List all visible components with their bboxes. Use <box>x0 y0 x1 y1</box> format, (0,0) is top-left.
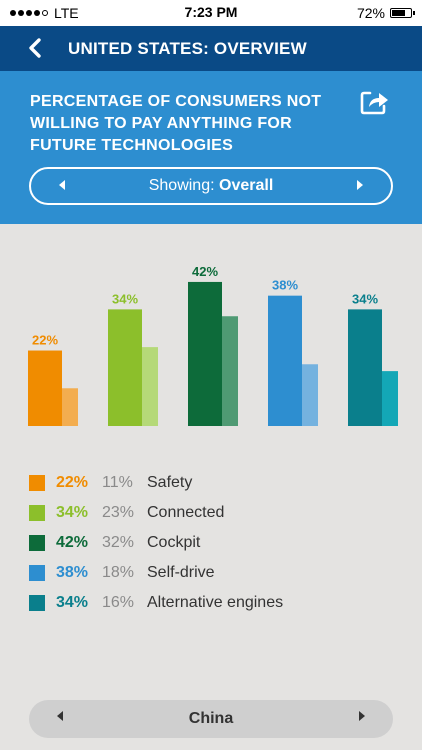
battery-indicator: 72% <box>356 5 415 21</box>
bar-chart-svg: 22% 34% 42% 38% 34% <box>28 264 398 426</box>
arrow-left-icon[interactable] <box>59 180 65 190</box>
signal-indicator: LTE <box>10 5 79 21</box>
bar-value-label: 22% <box>32 333 58 348</box>
page-title: UNITED STATES: OVERVIEW <box>68 39 307 58</box>
legend-label: Connected <box>147 504 225 521</box>
bar-secondary-connected <box>142 347 158 426</box>
filter-text: Showing: Overall <box>31 177 391 195</box>
legend-secondary-value: 23% <box>102 504 135 521</box>
legend-primary-value: 34% <box>56 594 89 611</box>
legend-row-self-drive: 38% 18% Self-drive <box>29 564 389 584</box>
bar-value-label: 34% <box>112 291 138 306</box>
header-panel: PERCENTAGE OF CONSUMERS NOT WILLING TO P… <box>0 71 422 224</box>
legend-label: Cockpit <box>147 534 201 551</box>
arrow-right-icon[interactable] <box>357 180 363 190</box>
legend-secondary-value: 16% <box>102 594 135 611</box>
legend-swatch <box>29 595 45 611</box>
bar-value-label: 34% <box>352 291 378 306</box>
legend-label: Safety <box>147 474 193 491</box>
arrow-right-icon[interactable] <box>359 711 365 721</box>
legend-secondary-value: 32% <box>102 534 135 551</box>
legend-row-cockpit: 42% 32% Cockpit <box>29 534 389 554</box>
nav-bar: UNITED STATES: OVERVIEW <box>0 26 422 71</box>
bar-secondary-alternative-engines <box>382 371 398 426</box>
chevron-left-icon[interactable] <box>24 36 48 60</box>
country-name: China <box>188 710 234 727</box>
legend-secondary-value: 11% <box>102 474 133 491</box>
bar-secondary-cockpit <box>222 316 238 426</box>
filter-prefix: Showing: <box>148 177 215 194</box>
legend-primary-value: 42% <box>56 534 89 551</box>
bar-secondary-self-drive <box>302 364 318 426</box>
status-time: 7:23 PM <box>184 4 238 20</box>
chart-heading: PERCENTAGE OF CONSUMERS NOT WILLING TO P… <box>30 93 322 154</box>
legend-label: Self-drive <box>147 564 215 581</box>
country-selector[interactable]: China <box>29 700 393 738</box>
legend-row-safety: 22% 11% Safety <box>29 474 389 494</box>
filter-value: Overall <box>219 177 274 194</box>
filter-selector[interactable]: Showing: Overall <box>29 167 393 205</box>
bar-value-label: 38% <box>272 278 298 293</box>
legend-primary-value: 34% <box>56 504 89 521</box>
legend-primary-value: 22% <box>56 474 89 491</box>
legend-secondary-value: 18% <box>102 564 135 581</box>
legend-swatch <box>29 535 45 551</box>
share-icon[interactable] <box>360 89 390 115</box>
legend-swatch <box>29 565 45 581</box>
legend-primary-value: 38% <box>56 564 89 581</box>
bar-primary-connected <box>108 309 142 426</box>
carrier-label: LTE <box>54 5 79 21</box>
bar-primary-cockpit <box>188 281 222 426</box>
bar-primary-alternative-engines <box>348 309 382 426</box>
legend-row-alternative-engines: 34% 16% Alternative engines <box>29 594 389 614</box>
bar-primary-safety <box>28 350 62 426</box>
battery-percent: 72% <box>356 5 385 21</box>
legend-swatch <box>29 505 45 521</box>
battery-icon <box>390 8 415 18</box>
signal-dots-icon <box>10 10 48 16</box>
bar-value-label: 42% <box>192 264 218 279</box>
legend-row-connected: 34% 23% Connected <box>29 504 389 524</box>
arrow-left-icon[interactable] <box>57 711 63 721</box>
legend-label: Alternative engines <box>147 594 284 611</box>
legend-swatch <box>29 475 45 491</box>
status-bar: LTE 7:23 PM 72% <box>0 0 422 26</box>
bar-primary-self-drive <box>268 295 302 426</box>
bar-secondary-safety <box>62 388 78 426</box>
bar-chart: 22% 34% 42% 38% 34% <box>0 224 422 434</box>
